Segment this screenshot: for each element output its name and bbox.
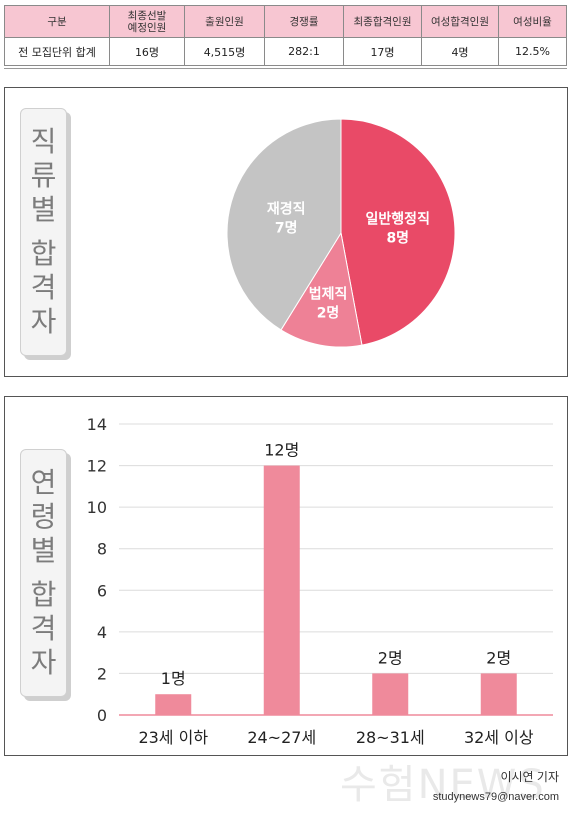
bar-2 <box>372 673 409 715</box>
table-underline <box>4 68 567 69</box>
cell-planned: 16명 <box>109 37 185 66</box>
bar-chart: 0 2 4 6 8 10 12 14 1명 23세 이하 12명 24~27세 2명 28~31세 2명 32… <box>87 415 553 747</box>
bar-0 <box>155 694 192 715</box>
cell-female-pass: 4명 <box>421 37 499 66</box>
pie-slice-value-2: 7명 <box>275 219 298 236</box>
bar-data-label-3: 2명 <box>486 648 511 667</box>
bar-category-label-1: 24~27세 <box>247 728 316 747</box>
header-final-pass: 최종합격인원 <box>343 5 422 38</box>
bar-data-label-2: 2명 <box>378 648 403 667</box>
header-female-ratio: 여성비율 <box>498 5 567 38</box>
summary-table: 구분 최종선발 예정인원 출원인원 경쟁률 최종합격인원 여성합격인원 여성비율 … <box>4 5 567 66</box>
summary-data-row: 전 모집단위 합계 16명 4,515명 282:1 17명 4명 12.5% <box>4 37 567 66</box>
cell-female-ratio: 12.5% <box>498 37 567 66</box>
header-category: 구분 <box>4 5 110 38</box>
cell-category: 전 모집단위 합계 <box>4 37 110 66</box>
bar-ytick-label-4: 8 <box>97 540 107 559</box>
watermark-logo: 수험NEWS <box>340 762 546 808</box>
bar-data-label-0: 1명 <box>161 669 186 688</box>
pie-slice-label-1: 법제직 <box>309 285 348 302</box>
bar-category-label-2: 28~31세 <box>356 728 425 747</box>
cell-final-pass: 17명 <box>343 37 422 66</box>
pie-slice-0 <box>340 118 456 346</box>
pie-slice-label-0: 일반행정직 <box>366 211 430 228</box>
pie-slice-label-2: 재경직 <box>267 200 306 217</box>
pie-slice-value-0: 8명 <box>386 230 409 247</box>
bar-ytick-label-6: 12 <box>87 457 107 476</box>
bar-ytick-label-3: 6 <box>97 581 107 600</box>
bar-ytick-label-7: 14 <box>87 415 107 434</box>
pie-slice-2 <box>226 118 342 331</box>
bar-ytick-label-0: 0 <box>97 706 107 725</box>
cell-competition: 282:1 <box>264 37 344 66</box>
bar-ytick-label-5: 10 <box>87 498 107 517</box>
bar-3 <box>480 673 517 715</box>
bar-category-label-3: 32세 이상 <box>464 728 534 747</box>
header-planned: 최종선발 예정인원 <box>109 5 185 38</box>
pie-slice-1 <box>280 231 363 348</box>
summary-header-row: 구분 최종선발 예정인원 출원인원 경쟁률 최종합격인원 여성합격인원 여성비율 <box>4 5 567 38</box>
reporter-email: studynews79@naver.com <box>432 791 559 803</box>
reporter-name: 이시연 기자 <box>500 770 559 784</box>
bar-data-label-1: 12명 <box>264 441 299 460</box>
bar-1 <box>263 465 300 715</box>
header-female-pass: 여성합격인원 <box>421 5 499 38</box>
header-competition: 경쟁률 <box>264 5 344 38</box>
bar-ytick-label-2: 4 <box>97 623 107 642</box>
pie-slice-value-1: 2명 <box>317 304 340 321</box>
bar-category-label-0: 23세 이하 <box>138 728 208 747</box>
bar-ytick-label-1: 2 <box>97 664 107 683</box>
cell-applicants: 4,515명 <box>184 37 265 66</box>
header-applicants: 출원인원 <box>184 5 265 38</box>
